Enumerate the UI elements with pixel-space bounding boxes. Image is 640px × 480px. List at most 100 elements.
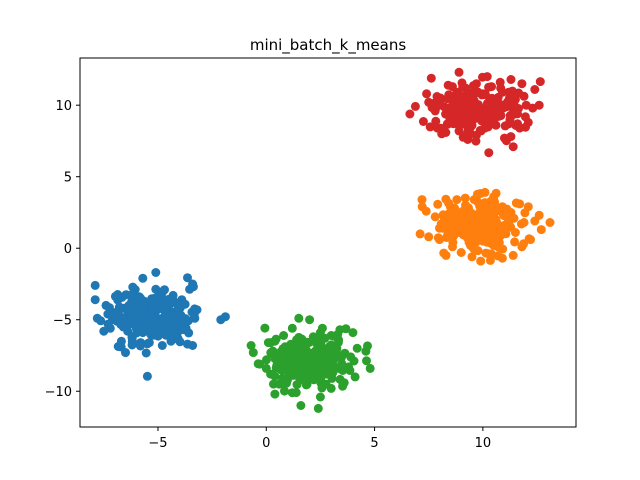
data-point [462,226,472,236]
data-point [293,343,303,353]
data-point [330,349,340,359]
data-point [350,372,360,382]
data-point [128,282,138,292]
data-point [334,335,344,345]
data-point [253,359,263,369]
data-point [418,117,428,126]
data-point [431,116,441,126]
data-point [58,295,67,304]
data-point [142,371,152,381]
data-point [516,219,526,229]
data-point [114,302,124,312]
data-point [458,82,468,92]
data-point [493,251,503,261]
data-point [491,106,501,116]
data-point [270,389,280,399]
data-point [305,315,315,325]
data-point [450,203,459,213]
cluster-4 [405,67,545,158]
data-point [127,340,137,350]
data-point [521,100,531,110]
data-point [363,341,372,351]
data-point [90,295,100,305]
data-point [511,198,521,208]
data-point [276,347,286,357]
x-tick-label: 5 [370,436,378,451]
data-point [457,207,467,216]
data-point [405,109,415,119]
data-point [260,323,270,333]
data-point [442,224,452,234]
data-point [452,195,462,205]
data-point [268,346,278,356]
data-point [463,217,473,227]
y-tick-label: 10 [55,99,72,114]
data-point [433,233,443,243]
data-point [467,103,476,113]
data-points [58,67,555,413]
data-point [496,83,506,93]
data-point [496,100,506,110]
data-point [466,121,476,131]
data-point [511,120,521,130]
data-point [294,313,304,323]
data-point [471,136,481,146]
data-point [220,312,230,322]
data-point [505,115,515,124]
data-point [153,291,163,301]
data-point [285,356,295,366]
data-point [321,379,331,389]
data-point [519,239,529,249]
data-point [506,132,516,142]
data-point [424,232,434,242]
data-point [530,85,540,94]
data-point [305,360,315,370]
data-point [501,211,511,221]
data-point [485,222,495,232]
data-point [113,309,122,319]
data-point [96,316,106,326]
data-point [345,366,355,375]
data-point [441,109,451,119]
data-point [439,248,449,258]
data-point [271,334,281,344]
data-point [484,82,494,92]
data-point [530,216,540,226]
data-point [313,403,323,413]
data-point [317,323,327,333]
data-point [415,229,425,239]
data-point [157,341,167,350]
data-point [349,356,359,366]
y-axis: −10 −5 0 5 10 [45,99,80,400]
data-point [422,89,432,99]
data-point [536,225,546,235]
data-point [314,359,324,368]
data-point [441,128,451,137]
data-point [302,339,312,349]
data-point [148,304,158,314]
data-point [296,401,306,410]
data-point [287,323,297,333]
data-point [262,355,271,365]
data-point [151,284,161,294]
data-point [448,238,458,247]
data-point [438,210,448,220]
data-point [301,380,311,390]
data-point [170,321,180,331]
plot-frame [79,57,577,428]
data-point [520,112,530,122]
data-point [362,356,371,366]
data-point [510,237,520,247]
data-point [141,348,151,358]
data-point [520,208,530,218]
data-point [248,348,258,358]
data-point [131,307,141,317]
data-point [304,368,313,378]
cluster-3 [246,313,375,413]
data-point [149,324,159,334]
data-point [521,122,530,132]
data-point [163,316,173,326]
data-point [473,246,483,256]
data-point [246,341,256,350]
